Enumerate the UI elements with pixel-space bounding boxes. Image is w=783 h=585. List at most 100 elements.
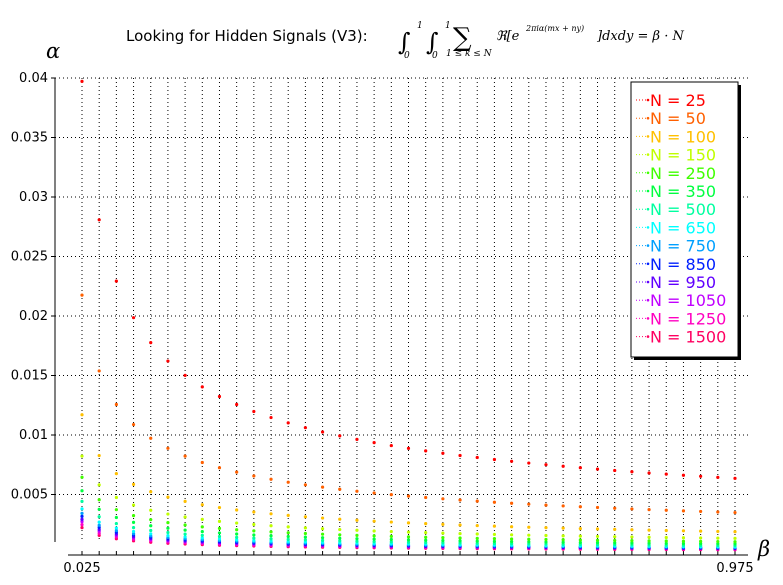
sum-range: 1 ≤ k ≤ N <box>446 49 493 59</box>
x-tick-label-first: 0.025 <box>63 561 100 576</box>
data-point <box>527 533 531 537</box>
data-point <box>699 536 703 540</box>
data-point <box>252 536 256 540</box>
legend-marker <box>646 262 650 266</box>
data-point <box>338 536 342 540</box>
data-point <box>647 471 651 475</box>
data-point <box>235 532 239 536</box>
data-point <box>200 530 204 534</box>
data-point <box>320 538 325 542</box>
data-point <box>149 524 153 528</box>
data-point <box>458 453 462 458</box>
y-tick-label: 0.04 <box>19 71 48 86</box>
data-point <box>647 528 651 532</box>
data-point <box>716 529 720 534</box>
legend-label: N = 1500 <box>650 328 726 347</box>
data-point <box>664 472 668 476</box>
data-point <box>664 508 668 512</box>
data-point <box>149 528 153 533</box>
data-point <box>406 530 411 534</box>
data-point <box>510 540 514 544</box>
data-point <box>97 523 101 527</box>
data-point <box>544 463 548 467</box>
data-point <box>544 533 548 538</box>
data-point <box>389 537 393 542</box>
data-point <box>114 495 118 500</box>
data-point <box>372 537 376 541</box>
data-point <box>389 520 393 524</box>
formula-tail: ]dxdy = β · N <box>596 29 684 44</box>
chart-title: Looking for Hidden Signals (V3): ∫ 0 1 ∫… <box>126 21 684 61</box>
legend-marker <box>646 135 650 138</box>
data-point <box>166 359 170 363</box>
data-point <box>217 519 222 523</box>
data-point <box>217 534 222 539</box>
data-point <box>80 413 84 417</box>
data-point <box>424 538 428 542</box>
data-point <box>252 529 256 533</box>
data-point <box>200 517 204 522</box>
data-point <box>681 529 686 533</box>
data-point <box>578 505 582 509</box>
data-point <box>613 506 617 510</box>
data-point <box>131 532 136 536</box>
data-point <box>149 436 153 440</box>
data-point <box>114 515 118 520</box>
data-point <box>389 529 393 534</box>
data-point <box>183 528 187 532</box>
data-point <box>458 539 462 543</box>
data-point <box>200 385 204 389</box>
data-point <box>458 541 462 545</box>
data-point <box>166 446 170 450</box>
data-point <box>458 536 462 540</box>
data-point <box>80 489 84 493</box>
legend-marker <box>646 244 650 247</box>
data-point <box>320 536 325 540</box>
data-point <box>441 531 445 535</box>
data-point <box>131 316 136 320</box>
y-tick-label: 0.02 <box>19 309 48 324</box>
data-point <box>561 464 565 468</box>
data-point <box>269 477 273 481</box>
data-point <box>149 508 153 512</box>
data-point <box>183 515 187 519</box>
data-point <box>630 528 634 532</box>
data-point <box>595 527 600 531</box>
data-point <box>320 532 325 536</box>
data-point <box>97 515 101 519</box>
data-point <box>561 538 565 542</box>
data-point <box>475 536 479 540</box>
data-point <box>320 430 325 434</box>
data-point <box>338 434 342 438</box>
data-point <box>475 499 479 503</box>
legend-label: N = 50 <box>650 109 706 128</box>
data-point <box>80 293 84 297</box>
legend-marker <box>646 207 650 211</box>
data-point <box>492 524 497 528</box>
legend-marker <box>646 171 650 175</box>
data-point <box>131 482 136 486</box>
data-point <box>389 493 393 497</box>
data-point <box>166 526 170 530</box>
data-point <box>303 483 307 487</box>
data-point <box>595 538 600 542</box>
data-point <box>492 539 497 543</box>
data-point <box>252 409 256 414</box>
data-point <box>286 525 290 529</box>
integral-lower-1: 0 <box>404 51 410 61</box>
data-point <box>664 528 668 533</box>
data-point <box>355 539 359 543</box>
data-point <box>681 509 686 513</box>
data-point <box>131 526 136 530</box>
legend-label: N = 1050 <box>650 291 726 310</box>
data-point <box>166 521 170 525</box>
data-point <box>630 539 634 543</box>
legend-marker <box>646 189 650 193</box>
data-point <box>235 528 239 532</box>
data-point <box>355 537 359 541</box>
integral-lower-2: 0 <box>432 51 438 61</box>
data-point <box>217 537 222 541</box>
data-point <box>355 528 359 532</box>
data-point <box>441 497 445 501</box>
